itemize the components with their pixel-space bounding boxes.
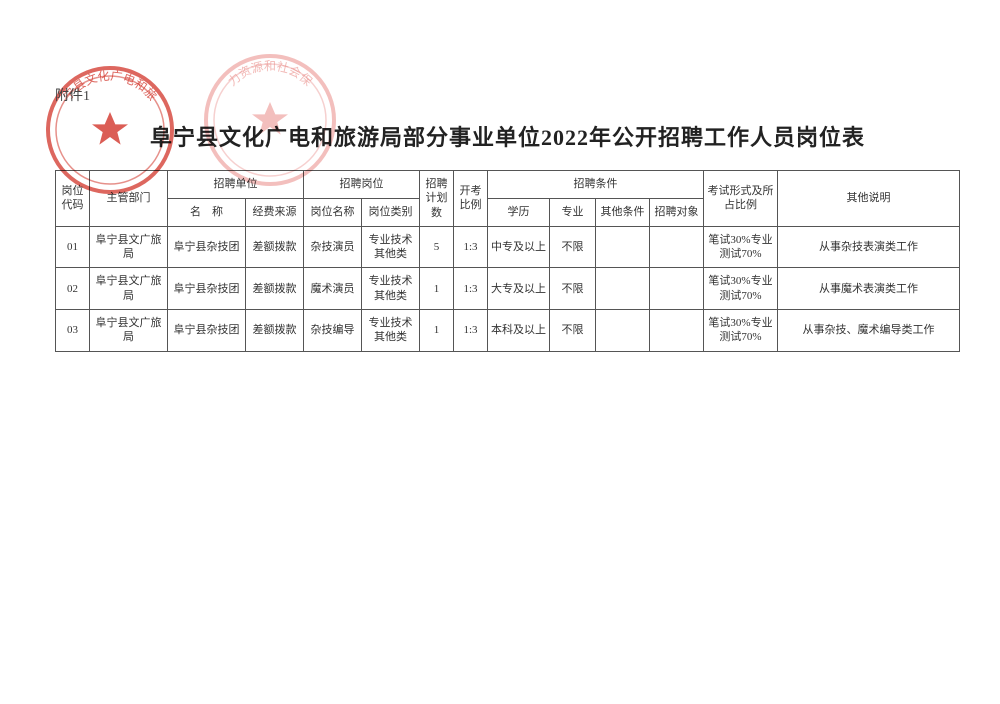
cell-exam_ratio: 1:3 — [454, 310, 488, 352]
page-title: 阜宁县文化广电和旅游局部分事业单位2022年公开招聘工作人员岗位表 — [55, 120, 960, 152]
cell-unit_name: 阜宁县杂技团 — [168, 268, 246, 310]
th-edu: 学历 — [488, 198, 550, 226]
cell-recruit_target — [650, 226, 704, 268]
cell-education: 本科及以上 — [488, 310, 550, 352]
cell-fund_source: 差额拨款 — [246, 226, 304, 268]
cell-unit_name: 阜宁县杂技团 — [168, 226, 246, 268]
cell-code: 02 — [56, 268, 90, 310]
cell-fund_source: 差额拨款 — [246, 268, 304, 310]
cell-post_name: 魔术演员 — [304, 268, 362, 310]
attachment-label: 附件1 — [55, 85, 90, 105]
cell-major: 不限 — [550, 268, 596, 310]
th-fund: 经费来源 — [246, 198, 304, 226]
cell-recruit_target — [650, 268, 704, 310]
cell-post_type: 专业技术其他类 — [362, 268, 420, 310]
svg-text:力资源和社会保: 力资源和社会保 — [225, 58, 315, 88]
document-page: 宁县文化广电和旅 力资源和社会保 附件1 阜宁县文化广电和旅游局部分事业单位20… — [0, 0, 1000, 704]
th-othercond: 其他条件 — [596, 198, 650, 226]
th-exam: 考试形式及所占比例 — [704, 171, 778, 227]
th-post-type: 岗位类别 — [362, 198, 420, 226]
th-unit-group: 招聘单位 — [168, 171, 304, 199]
cell-education: 大专及以上 — [488, 268, 550, 310]
cell-unit_name: 阜宁县杂技团 — [168, 310, 246, 352]
cell-remark: 从事杂技表演类工作 — [778, 226, 960, 268]
cell-education: 中专及以上 — [488, 226, 550, 268]
cell-code: 03 — [56, 310, 90, 352]
th-code: 岗位代码 — [56, 171, 90, 227]
jobs-table: 岗位代码 主管部门 招聘单位 招聘岗位 招聘计划数 开考比例 招聘条件 考试形式… — [55, 170, 960, 352]
table-row: 02阜宁县文广旅局阜宁县杂技团差额拨款魔术演员专业技术其他类11:3大专及以上不… — [56, 268, 960, 310]
cell-post_name: 杂技编导 — [304, 310, 362, 352]
cell-remark: 从事杂技、魔术编导类工作 — [778, 310, 960, 352]
th-target: 招聘对象 — [650, 198, 704, 226]
cell-exam_ratio: 1:3 — [454, 226, 488, 268]
cell-exam_form: 笔试30%专业测试70% — [704, 226, 778, 268]
cell-other_conditions — [596, 268, 650, 310]
cell-exam_form: 笔试30%专业测试70% — [704, 310, 778, 352]
th-major: 专业 — [550, 198, 596, 226]
cell-fund_source: 差额拨款 — [246, 310, 304, 352]
cell-major: 不限 — [550, 310, 596, 352]
table-row: 03阜宁县文广旅局阜宁县杂技团差额拨款杂技编导专业技术其他类11:3本科及以上不… — [56, 310, 960, 352]
cell-exam_form: 笔试30%专业测试70% — [704, 268, 778, 310]
cell-exam_ratio: 1:3 — [454, 268, 488, 310]
cell-dept: 阜宁县文广旅局 — [90, 310, 168, 352]
cell-remark: 从事魔术表演类工作 — [778, 268, 960, 310]
th-post-group: 招聘岗位 — [304, 171, 420, 199]
table-row: 01阜宁县文广旅局阜宁县杂技团差额拨款杂技演员专业技术其他类51:3中专及以上不… — [56, 226, 960, 268]
th-plan: 招聘计划数 — [420, 171, 454, 227]
cell-major: 不限 — [550, 226, 596, 268]
table-body: 01阜宁县文广旅局阜宁县杂技团差额拨款杂技演员专业技术其他类51:3中专及以上不… — [56, 226, 960, 351]
cell-plan_count: 1 — [420, 268, 454, 310]
th-cond-group: 招聘条件 — [488, 171, 704, 199]
th-post-name: 岗位名称 — [304, 198, 362, 226]
table-header: 岗位代码 主管部门 招聘单位 招聘岗位 招聘计划数 开考比例 招聘条件 考试形式… — [56, 171, 960, 227]
cell-recruit_target — [650, 310, 704, 352]
cell-plan_count: 1 — [420, 310, 454, 352]
cell-other_conditions — [596, 310, 650, 352]
cell-post_type: 专业技术其他类 — [362, 226, 420, 268]
cell-dept: 阜宁县文广旅局 — [90, 268, 168, 310]
cell-other_conditions — [596, 226, 650, 268]
cell-code: 01 — [56, 226, 90, 268]
th-remark: 其他说明 — [778, 171, 960, 227]
cell-post_type: 专业技术其他类 — [362, 310, 420, 352]
th-ratio: 开考比例 — [454, 171, 488, 227]
cell-post_name: 杂技演员 — [304, 226, 362, 268]
th-unit-name: 名 称 — [168, 198, 246, 226]
th-dept: 主管部门 — [90, 171, 168, 227]
cell-plan_count: 5 — [420, 226, 454, 268]
cell-dept: 阜宁县文广旅局 — [90, 226, 168, 268]
